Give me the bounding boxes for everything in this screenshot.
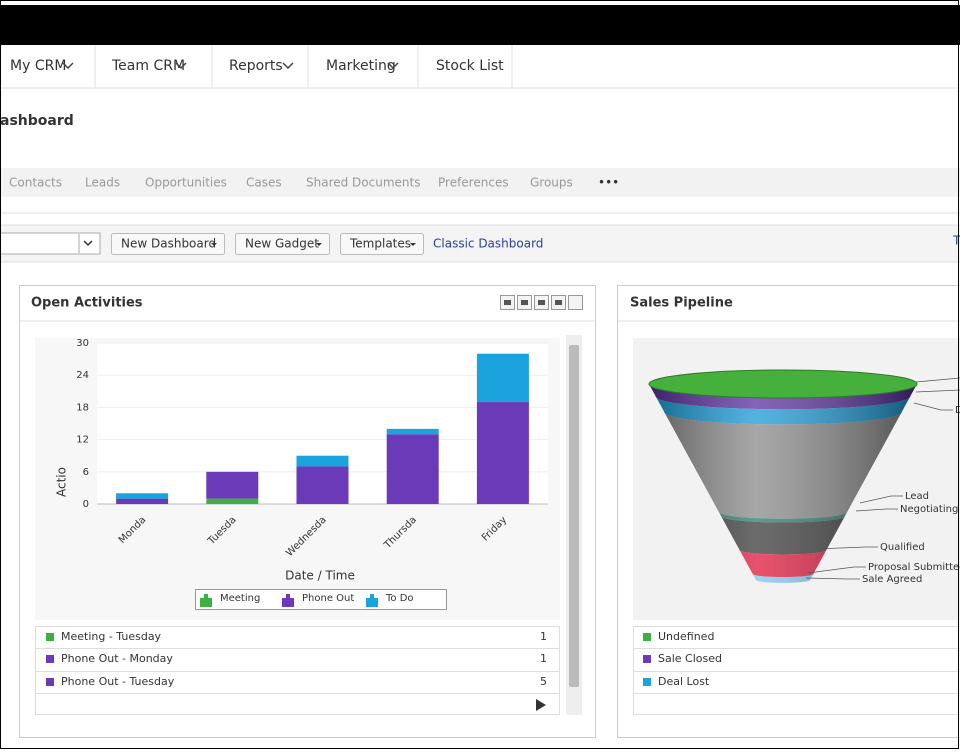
legend-swatch xyxy=(200,598,212,607)
bar-segment xyxy=(206,472,258,499)
legend-swatch xyxy=(366,598,378,607)
panel-icon-glyph xyxy=(521,300,528,305)
tab[interactable]: Groups xyxy=(530,176,573,190)
nav-item[interactable]: My CRM xyxy=(10,58,66,74)
scrollbar-thumb[interactable] xyxy=(569,345,579,687)
funnel-label: Qualified xyxy=(880,542,925,553)
bar-segment xyxy=(116,499,168,504)
toolbar-link[interactable]: Classic Dashboard xyxy=(433,237,543,251)
bar-segment xyxy=(477,354,529,402)
toolbar-button-label: Templates xyxy=(349,237,411,251)
x-axis-label: Date / Time xyxy=(285,569,355,583)
toolbar-button-label: New Dashboard xyxy=(121,237,216,251)
list-footer xyxy=(634,694,960,715)
y-tick-label: 6 xyxy=(83,467,89,478)
row-swatch xyxy=(643,633,651,641)
row-label: Phone Out - Monday xyxy=(61,652,173,665)
row-value: 1 xyxy=(540,652,547,665)
bar-segment xyxy=(387,434,439,504)
page-title: ashboard xyxy=(0,113,74,129)
list-footer xyxy=(36,694,560,715)
nav-item[interactable]: Marketing xyxy=(326,58,396,74)
funnel-top xyxy=(649,370,917,398)
bar-segment xyxy=(477,402,529,504)
bar-segment xyxy=(387,429,439,434)
panel-icon-glyph xyxy=(504,300,511,305)
funnel-label: Proposal Submitted xyxy=(868,562,960,573)
bar-segment xyxy=(206,499,258,504)
top-bar xyxy=(0,5,960,45)
tab[interactable]: Shared Documents xyxy=(306,176,420,190)
nav-item[interactable]: Stock List xyxy=(436,58,504,74)
tab[interactable]: ••• xyxy=(598,176,619,190)
panel-title: Sales Pipeline xyxy=(630,296,733,311)
bar-segment xyxy=(297,466,349,504)
legend-label: Meeting xyxy=(220,593,260,604)
panel-title: Open Activities xyxy=(31,296,143,311)
row-swatch xyxy=(46,655,54,663)
tab[interactable]: Contacts xyxy=(9,176,62,190)
row-swatch xyxy=(643,655,651,663)
legend-swatch xyxy=(370,594,374,598)
nav-item[interactable]: Team CRM xyxy=(111,58,185,74)
y-tick-label: 30 xyxy=(76,338,89,349)
panel-icon[interactable] xyxy=(569,296,583,310)
legend-label: To Do xyxy=(385,593,414,604)
row-swatch xyxy=(46,633,54,641)
row-swatch xyxy=(643,678,651,686)
legend-label: Phone Out xyxy=(302,593,354,604)
legend-swatch xyxy=(282,598,294,607)
row-label: Phone Out - Tuesday xyxy=(61,675,175,688)
row-value: 1 xyxy=(540,630,547,643)
legend-swatch xyxy=(204,594,208,598)
funnel-label: Negotiating xyxy=(900,504,958,515)
y-axis-label: Actio xyxy=(55,467,69,497)
row-swatch xyxy=(46,678,54,686)
toolbar-button-label: New Gadget xyxy=(245,237,319,251)
bar-segment xyxy=(297,456,349,467)
tab[interactable]: Leads xyxy=(85,176,120,190)
funnel-label: D xyxy=(955,405,960,416)
y-tick-label: 12 xyxy=(76,435,89,446)
y-tick-label: 18 xyxy=(76,402,89,413)
y-tick-label: 0 xyxy=(83,499,89,510)
bar-segment xyxy=(116,493,168,498)
panel-icon-glyph xyxy=(555,300,562,305)
row-label: Undefined xyxy=(658,630,714,643)
tab[interactable]: Preferences xyxy=(438,176,509,190)
row-label: Deal Lost xyxy=(658,675,710,688)
panel-icon-glyph xyxy=(538,300,545,305)
row-value: 5 xyxy=(540,675,547,688)
funnel-label: Sale Agreed xyxy=(862,574,922,585)
row-label: Sale Closed xyxy=(658,652,722,665)
nav-item[interactable]: Reports xyxy=(229,58,283,74)
legend-swatch xyxy=(286,594,290,598)
dashboard-select[interactable] xyxy=(0,233,100,254)
y-tick-label: 24 xyxy=(76,370,89,381)
funnel-label: Lead xyxy=(905,491,929,502)
row-label: Meeting - Tuesday xyxy=(61,630,162,643)
tab[interactable]: Cases xyxy=(246,176,282,190)
tab[interactable]: Opportunities xyxy=(145,176,227,190)
